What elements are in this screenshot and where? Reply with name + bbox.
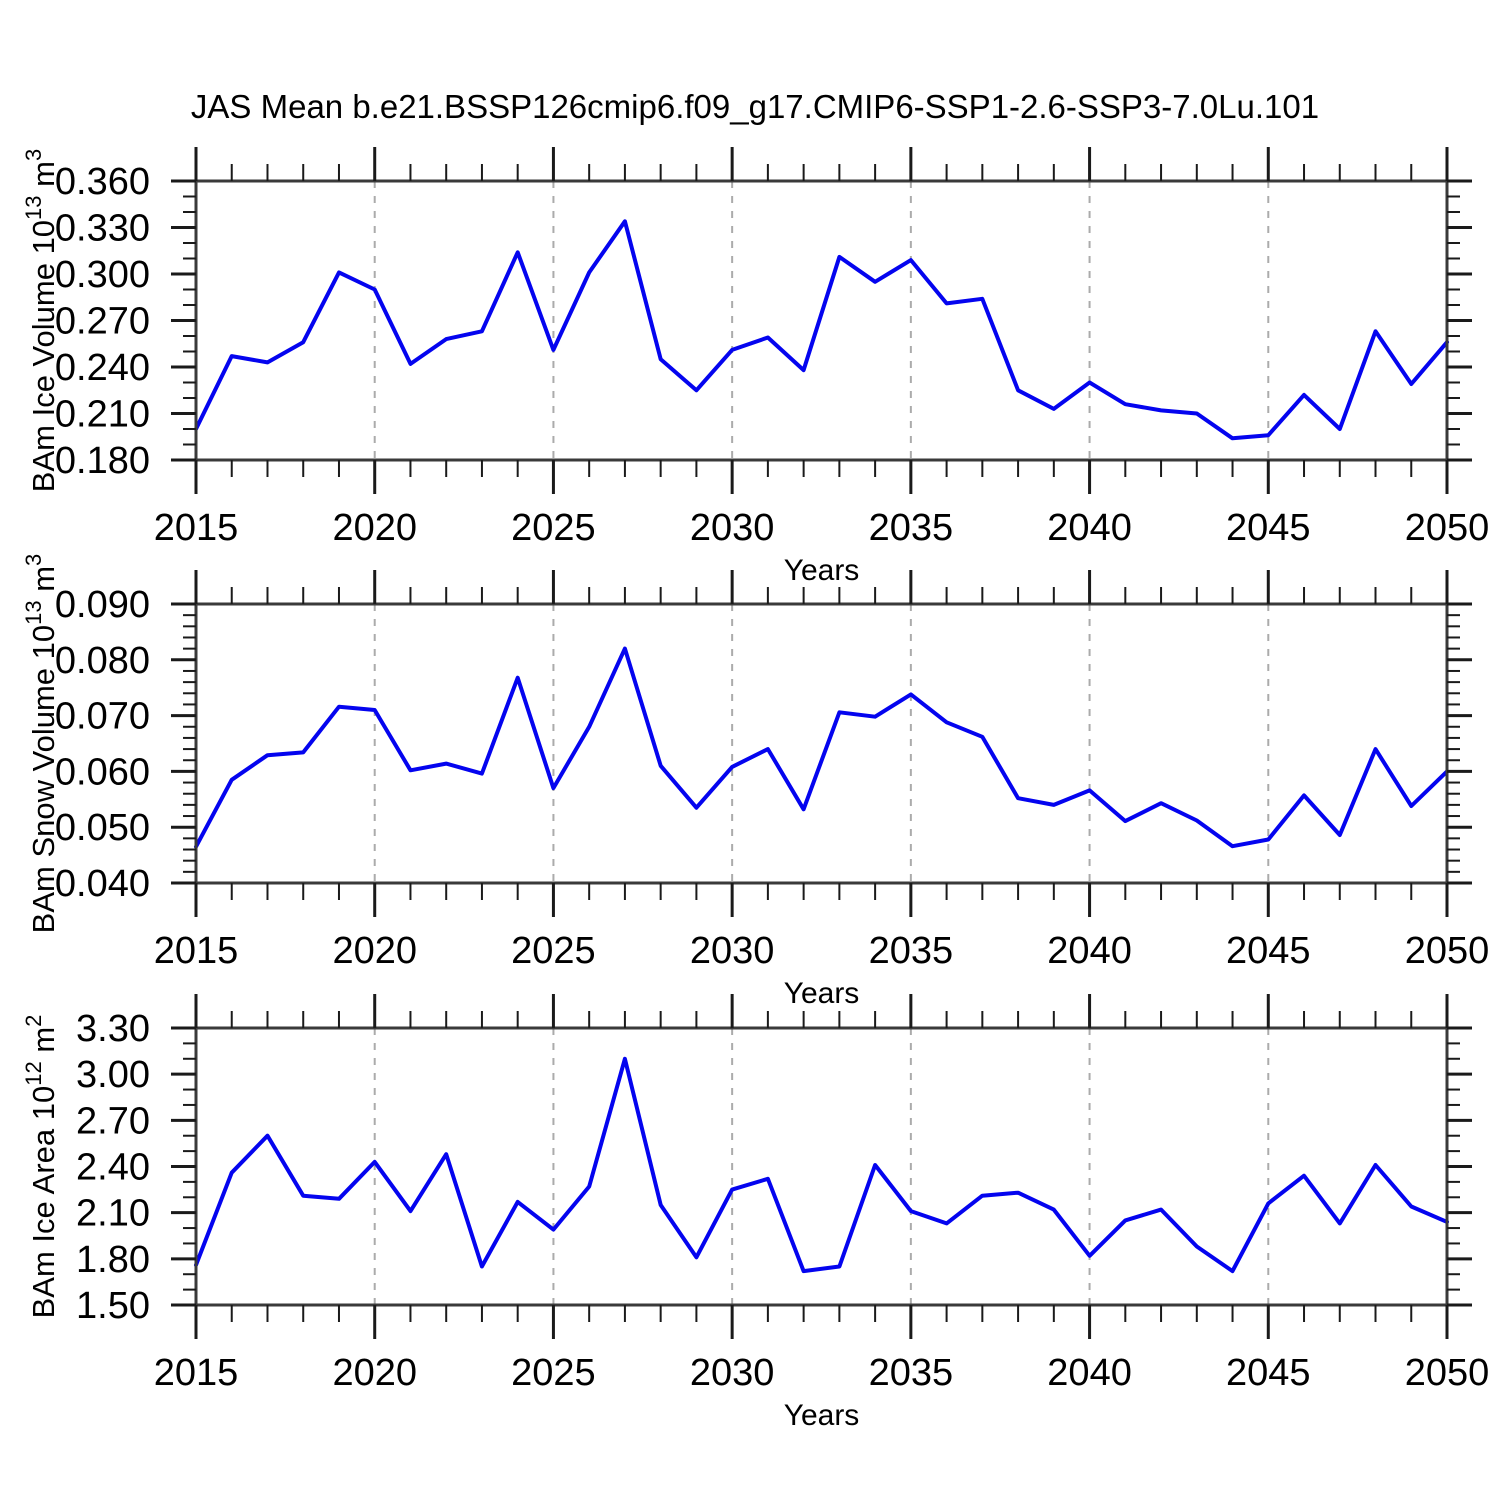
y-tick-label: 0.270 bbox=[55, 301, 150, 343]
y-tick-label: 1.50 bbox=[76, 1285, 150, 1327]
plot-frame bbox=[194, 179, 1449, 462]
series-bam-snow-volume bbox=[194, 646, 1449, 849]
y-axis-title: BAm Snow Volume 1013 m3 bbox=[21, 554, 61, 934]
y-axis-title: BAm Ice Volume 1013 m3 bbox=[21, 149, 61, 492]
y-tick-label: 1.80 bbox=[76, 1239, 150, 1281]
y-tick-label: 3.00 bbox=[76, 1054, 150, 1096]
x-tick-label: 2020 bbox=[332, 507, 417, 549]
x-tick-label: 2035 bbox=[869, 930, 954, 972]
y-tick-label: 0.070 bbox=[55, 696, 150, 738]
y-tick-label: 0.300 bbox=[55, 254, 150, 296]
x-tick-label: 2025 bbox=[511, 1352, 596, 1394]
y-tick-label: 2.40 bbox=[76, 1147, 150, 1189]
x-tick-label: 2025 bbox=[511, 930, 596, 972]
x-tick-label: 2025 bbox=[511, 507, 596, 549]
y-tick-label: 2.10 bbox=[76, 1193, 150, 1235]
y-tick-label: 0.330 bbox=[55, 208, 150, 250]
panel-bam-snow-volume: 0.040 0.050 0.060 0.070 0.080 0.090 2015 2020 20… bbox=[21, 554, 1489, 1010]
y-tick-label: 0.050 bbox=[55, 807, 150, 849]
x-tick-label: 2020 bbox=[332, 1352, 417, 1394]
x-tick-label: 2050 bbox=[1405, 930, 1490, 972]
plot-frame bbox=[194, 602, 1449, 885]
x-tick-label: 2040 bbox=[1047, 930, 1132, 972]
y-tick-label: 0.360 bbox=[55, 161, 150, 203]
y-tick-label: 0.240 bbox=[55, 347, 150, 389]
x-axis-label: Years bbox=[784, 554, 860, 587]
x-tick-label: 2030 bbox=[690, 507, 775, 549]
panel-bam-ice-area: 1.501.802.102.40 2.703.003.30 2015 2020 2025… bbox=[21, 994, 1489, 1432]
x-tick-label: 2050 bbox=[1405, 507, 1490, 549]
x-axis-label: Years bbox=[784, 977, 860, 1010]
x-tick-label: 2050 bbox=[1405, 1352, 1490, 1394]
x-tick-label: 2015 bbox=[154, 930, 239, 972]
x-tick-label: 2015 bbox=[154, 507, 239, 549]
y-tick-label: 3.30 bbox=[76, 1008, 150, 1050]
series-bam-ice-volume bbox=[194, 219, 1449, 441]
x-tick-label: 2035 bbox=[869, 507, 954, 549]
x-tick-label: 2040 bbox=[1047, 1352, 1132, 1394]
y-tick-label: 0.180 bbox=[55, 440, 150, 482]
y-tick-label: 2.70 bbox=[76, 1100, 150, 1142]
x-tick-label: 2045 bbox=[1226, 507, 1311, 549]
x-tick-label: 2020 bbox=[332, 930, 417, 972]
y-tick-label: 0.040 bbox=[55, 863, 150, 905]
x-tick-label: 2045 bbox=[1226, 1352, 1311, 1394]
plot-frame bbox=[194, 1026, 1449, 1307]
y-tick-label: 0.090 bbox=[55, 584, 150, 626]
y-tick-label: 0.080 bbox=[55, 640, 150, 682]
y-tick-label: 0.060 bbox=[55, 751, 150, 793]
chart-title: JAS Mean b.e21.BSSP126cmip6.f09_g17.CMIP… bbox=[190, 88, 1320, 125]
x-tick-label: 2045 bbox=[1226, 930, 1311, 972]
x-tick-label: 2035 bbox=[869, 1352, 954, 1394]
x-tick-label: 2040 bbox=[1047, 507, 1132, 549]
y-tick-label: 0.210 bbox=[55, 394, 150, 436]
series-bam-ice-area bbox=[194, 1056, 1449, 1274]
y-axis-title: BAm Ice Area 1012 m2 bbox=[21, 1015, 61, 1319]
x-axis-label: Years bbox=[784, 1399, 860, 1432]
x-tick-label: 2015 bbox=[154, 1352, 239, 1394]
x-tick-label: 2030 bbox=[690, 930, 775, 972]
x-tick-label: 2030 bbox=[690, 1352, 775, 1394]
